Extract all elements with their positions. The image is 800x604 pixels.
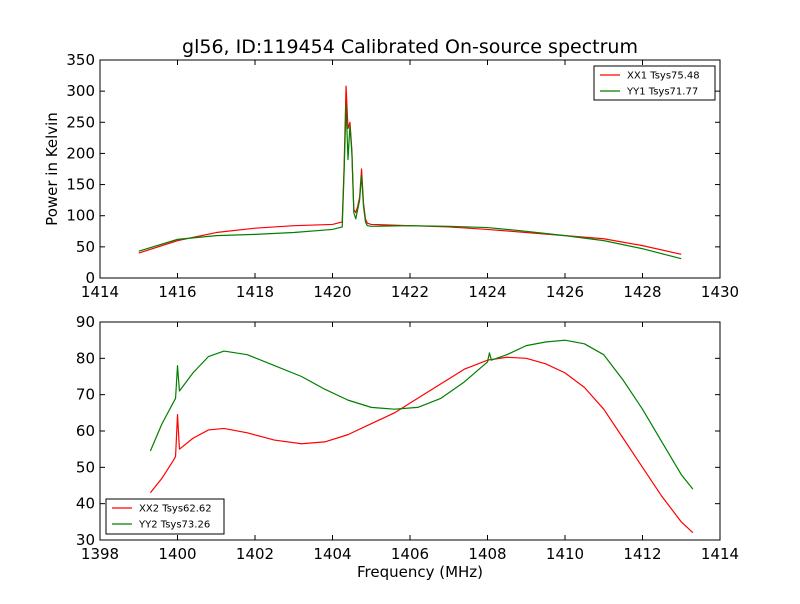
legend: XX2 Tsys62.62 YY2 Tsys73.26: [105, 498, 225, 535]
x-tick-label: 1406: [391, 545, 429, 563]
y-tick-label: 200: [66, 144, 95, 162]
series-line-yy2: [149, 339, 694, 490]
x-tick-label: 1430: [701, 283, 739, 301]
legend-label: YY2 Tsys73.26: [138, 520, 210, 531]
x-axis-label: Frequency (MHz): [357, 563, 483, 581]
x-tick-label: 1410: [546, 545, 584, 563]
y-tick-label: 50: [76, 238, 95, 256]
legend: XX1 Tsys75.48 YY1 Tsys71.77: [593, 65, 716, 101]
top-panel: 1414 1416 1418 1420 1422 1424 1426 1428 1430 0 50 1…: [43, 51, 739, 301]
x-tick-label: 1422: [391, 283, 429, 301]
y-tick-label: 150: [66, 176, 95, 194]
figure-title: gl56, ID:119454 Calibrated On-source spe…: [182, 36, 638, 58]
legend-label: XX2 Tsys62.62: [139, 504, 212, 515]
y-tick-label: 100: [66, 207, 95, 225]
x-tick-label: 1424: [468, 283, 506, 301]
x-tick-label: 1400: [158, 545, 196, 563]
y-tick-label: 90: [76, 313, 95, 331]
y-tick-label: 30: [76, 531, 95, 549]
y-tick-label: 50: [76, 458, 95, 476]
y-axis-label: Power in Kelvin: [43, 112, 61, 226]
y-tick-label: 0: [85, 269, 95, 287]
y-tick-label: 350: [66, 51, 95, 69]
x-tick-label: 1412: [623, 545, 661, 563]
series-line-xx1: [138, 85, 682, 255]
y-tick-label: 70: [76, 386, 95, 404]
x-tick-label: 1398: [81, 545, 119, 563]
y-tick-label: 40: [76, 495, 95, 513]
x-tick-label: 1416: [158, 283, 196, 301]
x-tick-label: 1408: [468, 545, 506, 563]
bottom-panel: 1398 1400 1402 1404 1406 1408 1410 1412 1414 30 40…: [76, 313, 739, 581]
x-tick-label: 1420: [313, 283, 351, 301]
series-line-xx2: [149, 356, 694, 534]
legend-box: [105, 498, 225, 535]
legend-label: YY1 Tsys71.77: [626, 87, 698, 98]
x-tick-label: 1414: [81, 283, 119, 301]
y-tick-label: 300: [66, 82, 95, 100]
x-tick-label: 1418: [236, 283, 274, 301]
y-tick-label: 80: [76, 349, 95, 367]
x-tick-label: 1402: [236, 545, 274, 563]
legend-box: [593, 65, 716, 101]
x-tick-label: 1426: [546, 283, 584, 301]
series-line-yy1: [138, 104, 682, 260]
y-tick-label: 250: [66, 113, 95, 131]
x-tick-label: 1414: [701, 545, 739, 563]
legend-label: XX1 Tsys75.48: [627, 71, 700, 82]
y-tick-label: 60: [76, 422, 95, 440]
x-tick-label: 1428: [623, 283, 661, 301]
x-tick-label: 1404: [313, 545, 351, 563]
